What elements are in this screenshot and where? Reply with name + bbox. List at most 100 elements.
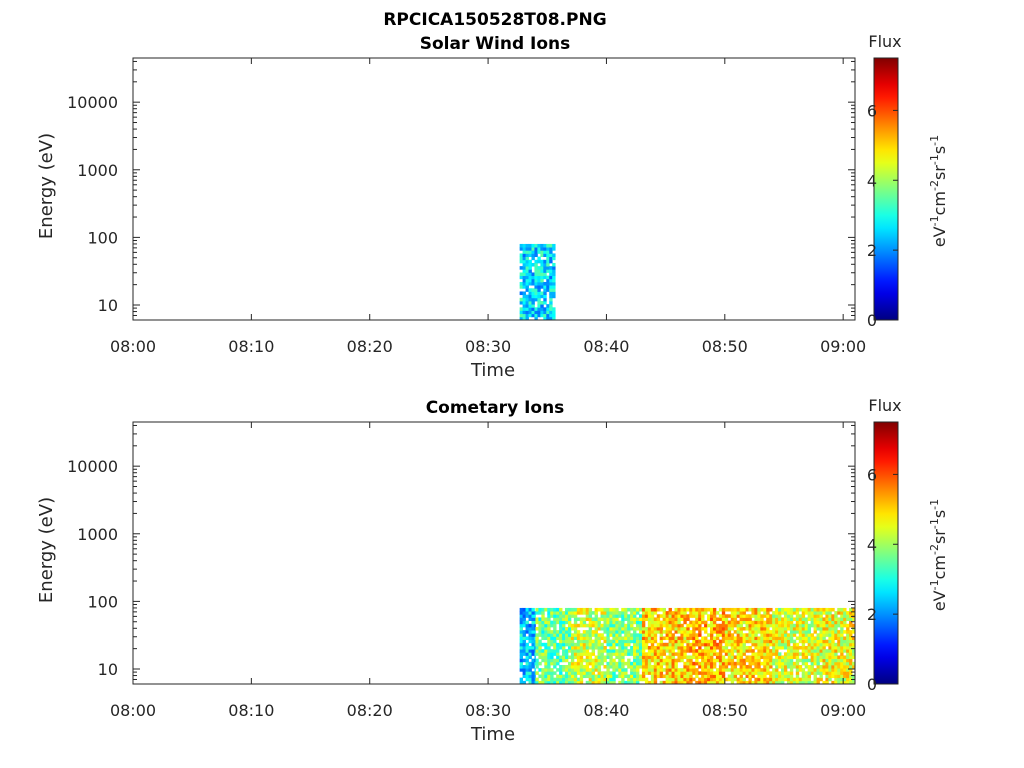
flux-cell bbox=[754, 607, 758, 612]
flux-cell bbox=[727, 630, 732, 634]
flux-cell bbox=[769, 636, 773, 641]
flux-cell bbox=[585, 642, 590, 647]
flux-cell bbox=[543, 250, 547, 254]
flux-cell bbox=[763, 626, 767, 631]
flux-cell bbox=[710, 607, 714, 612]
flux-cell bbox=[828, 639, 832, 644]
flux-cell bbox=[730, 614, 735, 618]
flux-cell bbox=[615, 674, 619, 679]
flux-cell bbox=[710, 668, 714, 672]
flux-cell bbox=[618, 671, 622, 675]
flux-cell bbox=[550, 658, 554, 663]
flux-cell bbox=[804, 639, 809, 644]
flux-cell bbox=[837, 671, 841, 675]
flux-cell bbox=[775, 623, 779, 628]
flux-cell bbox=[570, 649, 575, 653]
flux-cell bbox=[591, 652, 596, 656]
flux-cell bbox=[531, 272, 535, 277]
flux-cell bbox=[519, 316, 523, 321]
flux-cell bbox=[781, 611, 785, 615]
flux-cell bbox=[519, 611, 523, 615]
flux-cell bbox=[647, 649, 652, 653]
flux-cell bbox=[792, 611, 797, 615]
flux-cell bbox=[559, 630, 563, 634]
flux-cell bbox=[831, 630, 835, 634]
flux-cell bbox=[556, 614, 560, 618]
flux-cell bbox=[624, 642, 628, 647]
flux-cell bbox=[606, 661, 610, 666]
flux-cell bbox=[553, 626, 557, 631]
flux-cell bbox=[807, 639, 812, 644]
flux-cell bbox=[718, 664, 723, 669]
flux-cell bbox=[724, 677, 729, 682]
flux-cell bbox=[636, 680, 640, 685]
x-axis-label: Time bbox=[470, 724, 515, 745]
flux-cell bbox=[615, 626, 619, 631]
flux-cell bbox=[534, 633, 536, 637]
flux-cell bbox=[816, 623, 820, 628]
flux-cell bbox=[659, 674, 664, 679]
flux-cell bbox=[519, 623, 523, 628]
flux-cell bbox=[813, 642, 817, 647]
flux-cell bbox=[783, 614, 788, 618]
flux-cell bbox=[525, 304, 529, 308]
flux-cell bbox=[603, 639, 607, 644]
flux-cell bbox=[689, 677, 693, 682]
flux-cell bbox=[641, 639, 646, 644]
flux-cell bbox=[775, 617, 779, 622]
flux-cell bbox=[792, 645, 797, 650]
flux-cell bbox=[736, 620, 740, 625]
flux-cell bbox=[534, 307, 538, 311]
flux-cell bbox=[674, 614, 678, 618]
flux-cell bbox=[828, 636, 832, 641]
spectrogram bbox=[519, 243, 556, 321]
flux-cell bbox=[754, 655, 758, 660]
flux-cell bbox=[668, 645, 672, 650]
flux-cell bbox=[594, 617, 598, 622]
flux-cell bbox=[846, 630, 850, 634]
flux-cell bbox=[528, 680, 532, 685]
flux-cell bbox=[792, 626, 797, 631]
flux-cell bbox=[778, 642, 782, 647]
flux-cell bbox=[721, 611, 726, 615]
flux-cell bbox=[701, 642, 705, 647]
flux-cell bbox=[662, 607, 667, 612]
flux-cell bbox=[562, 620, 566, 625]
flux-cell bbox=[692, 620, 696, 625]
flux-cell bbox=[624, 607, 628, 612]
flux-cell bbox=[837, 633, 841, 637]
flux-cell bbox=[760, 668, 764, 672]
flux-cell bbox=[680, 623, 684, 628]
flux-cell bbox=[772, 623, 776, 628]
flux-cell bbox=[519, 307, 523, 311]
flux-cell bbox=[627, 658, 631, 663]
flux-cell bbox=[712, 680, 717, 685]
flux-cell bbox=[535, 611, 539, 615]
flux-cell bbox=[852, 630, 856, 634]
flux-cell bbox=[718, 623, 723, 628]
flux-cell bbox=[852, 607, 856, 612]
flux-cell bbox=[562, 633, 566, 637]
flux-cell bbox=[730, 611, 735, 615]
flux-cell bbox=[825, 611, 829, 615]
flux-cell bbox=[778, 607, 782, 612]
flux-cell bbox=[612, 614, 616, 618]
flux-cell bbox=[778, 623, 782, 628]
flux-cell bbox=[813, 636, 817, 641]
flux-cell bbox=[653, 633, 658, 637]
flux-cell bbox=[843, 636, 847, 641]
flux-cell bbox=[769, 664, 773, 669]
flux-cell bbox=[792, 652, 797, 656]
flux-cell bbox=[701, 668, 705, 672]
flux-cell bbox=[559, 645, 563, 650]
flux-cell bbox=[633, 655, 637, 660]
flux-cell bbox=[549, 310, 553, 315]
flux-cell bbox=[834, 674, 838, 679]
flux-cell bbox=[525, 655, 529, 660]
x-tick-label: 08:20 bbox=[347, 701, 393, 720]
flux-cell bbox=[677, 636, 681, 641]
flux-cell bbox=[739, 620, 743, 625]
flux-cell bbox=[760, 652, 764, 656]
flux-cell bbox=[522, 671, 526, 675]
flux-cell bbox=[671, 677, 675, 682]
